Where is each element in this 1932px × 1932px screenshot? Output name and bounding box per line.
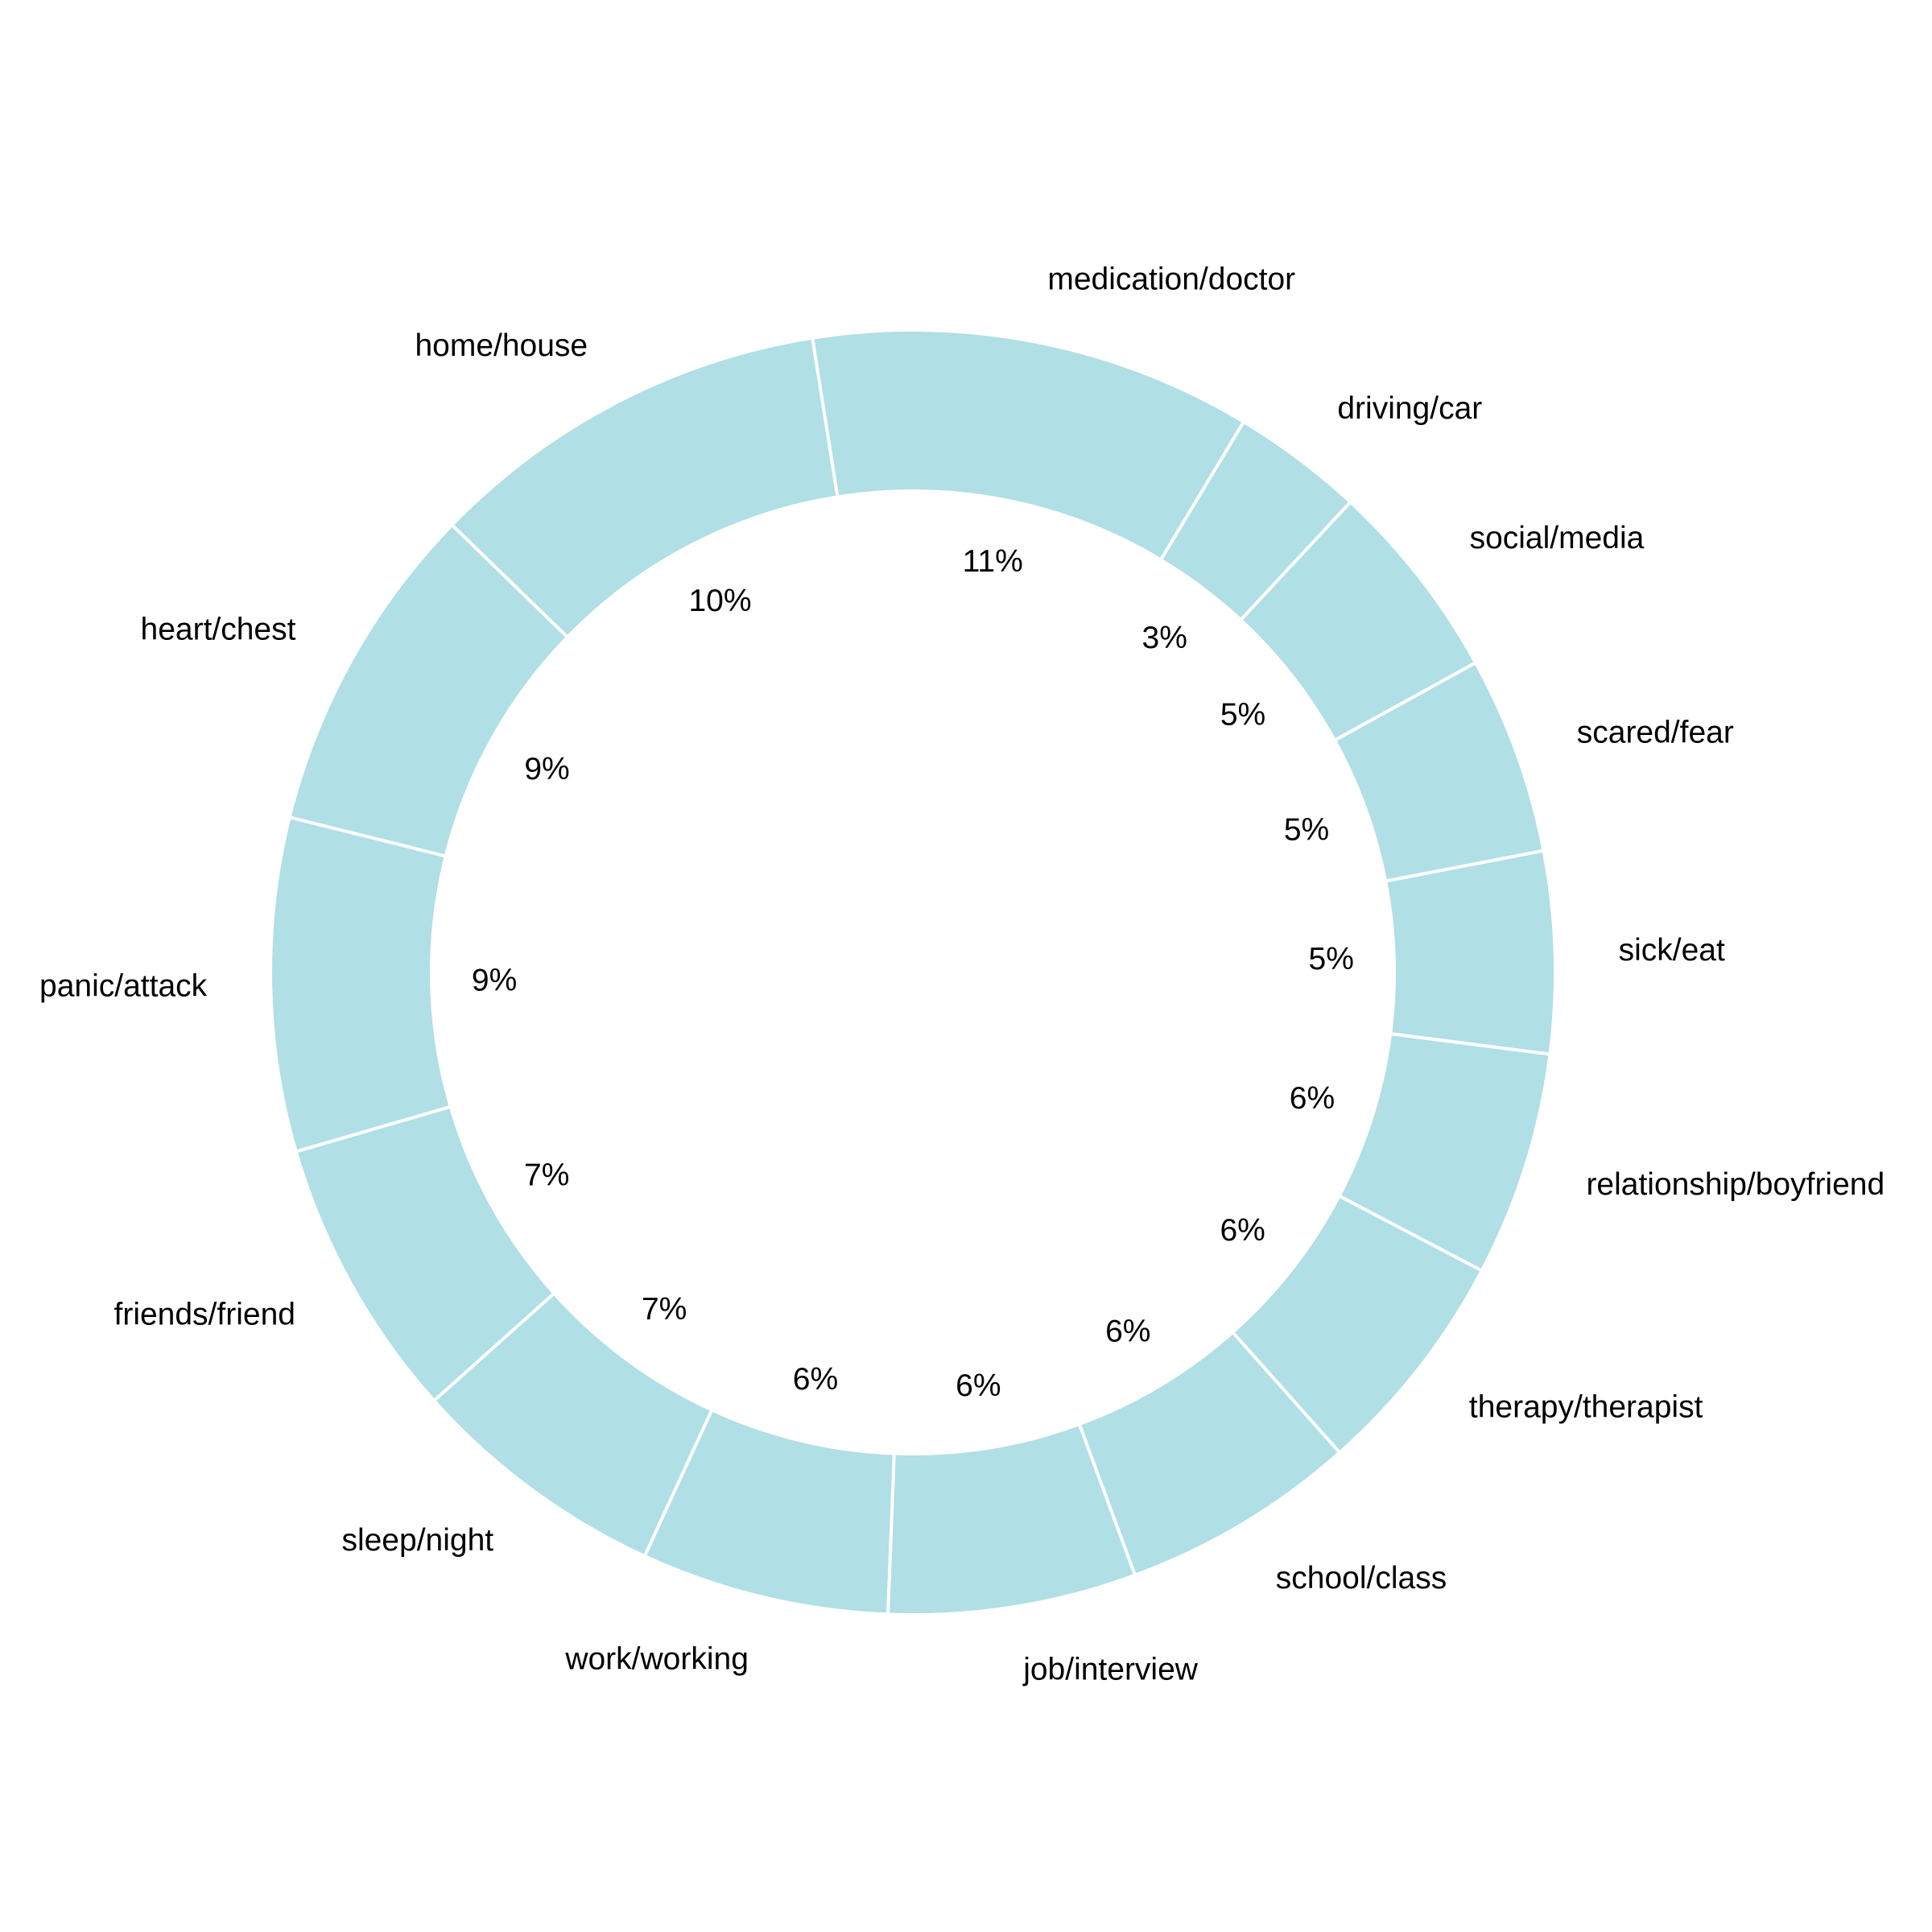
label-scared-fear: scared/fear xyxy=(1577,715,1734,749)
pct-friends-friend: 7% xyxy=(524,1158,569,1193)
wedge-home-house xyxy=(449,336,840,640)
pct-social-media: 5% xyxy=(1220,698,1265,733)
label-relationship-boyfriend: relationship/boyfriend xyxy=(1586,1167,1885,1202)
pct-school-class: 6% xyxy=(1105,1315,1150,1349)
pct-relationship-boyfriend: 6% xyxy=(1290,1081,1335,1116)
pct-work-working: 6% xyxy=(793,1362,838,1397)
label-work-working: work/working xyxy=(564,1641,749,1676)
pct-heart-chest: 9% xyxy=(524,752,569,786)
label-sleep-night: sleep/night xyxy=(341,1523,493,1558)
pct-driving-car: 3% xyxy=(1142,621,1187,655)
category-labels: medication/doctor driving/car social/media… xyxy=(39,262,1885,1687)
label-sick-eat: sick/eat xyxy=(1619,933,1725,968)
label-panic-attack: panic/attack xyxy=(39,968,208,1003)
label-driving-car: driving/car xyxy=(1337,391,1482,426)
donut-wedges xyxy=(269,328,1557,1616)
label-school-class: school/class xyxy=(1276,1561,1447,1596)
label-social-media: social/media xyxy=(1470,521,1645,555)
pct-scared-fear: 5% xyxy=(1284,813,1329,848)
percent-labels: 11% 3% 5% 5% 5% 6% 6% 6% 6% 6% 7% 7% 9% 9% 10% xyxy=(472,544,1354,1403)
wedge-sick-eat xyxy=(1383,848,1557,1056)
pct-sleep-night: 7% xyxy=(642,1292,687,1327)
label-job-interview: job/interview xyxy=(1022,1653,1199,1687)
pct-medication-doctor: 11% xyxy=(963,544,1023,579)
pct-therapy-therapist: 6% xyxy=(1220,1213,1265,1248)
label-heart-chest: heart/chest xyxy=(141,612,296,646)
wedge-panic-attack xyxy=(269,815,453,1154)
pct-sick-eat: 5% xyxy=(1309,942,1354,976)
pct-panic-attack: 9% xyxy=(472,964,517,998)
label-medication-doctor: medication/doctor xyxy=(1047,262,1295,297)
label-therapy-therapist: therapy/therapist xyxy=(1469,1390,1703,1425)
label-home-house: home/house xyxy=(415,328,588,363)
pct-home-house: 10% xyxy=(688,584,751,618)
pct-job-interview: 6% xyxy=(956,1368,1001,1403)
label-friends-friend: friends/friend xyxy=(114,1298,295,1332)
wedge-medication-doctor xyxy=(810,328,1246,563)
